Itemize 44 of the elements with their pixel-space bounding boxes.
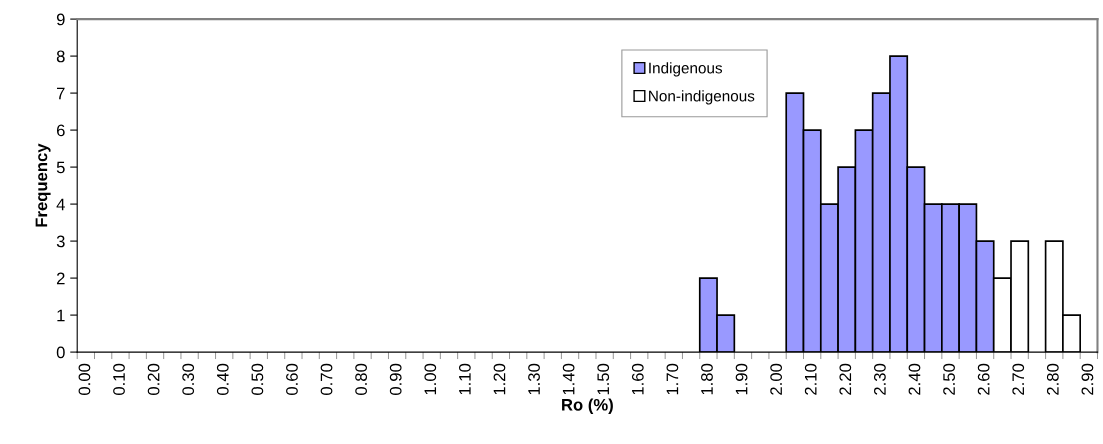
legend-label: Indigenous xyxy=(649,62,723,77)
x-tick-label: 1.00 xyxy=(424,363,437,395)
x-tick-label: 0.10 xyxy=(113,363,125,395)
y-tick-label: 0 xyxy=(56,346,65,359)
y-tick-label: 1 xyxy=(57,309,65,322)
x-tick-label: 2.00 xyxy=(770,363,783,395)
x-tick-label: 2.80 xyxy=(1046,363,1059,395)
y-axis-title: Frequency xyxy=(35,143,51,227)
y-tick-label: 3 xyxy=(56,235,65,248)
x-tick-label: 1.40 xyxy=(562,363,575,395)
y-tick-label: 8 xyxy=(56,50,65,63)
x-tick-label: 1.50 xyxy=(597,363,610,395)
x-tick-label: 1.60 xyxy=(631,363,644,395)
x-tick-label: 2.40 xyxy=(908,363,921,395)
x-tick-label: 2.70 xyxy=(1012,363,1025,395)
x-tick-label: 1.30 xyxy=(528,363,540,395)
x-tick-label: 0.70 xyxy=(320,363,333,395)
x-tick-label: 1.70 xyxy=(666,363,679,395)
x-tick-label: 0.80 xyxy=(355,363,368,395)
y-tick-label: 5 xyxy=(56,161,65,174)
x-tick-label: 1.10 xyxy=(458,363,471,395)
x-tick-label: 0.30 xyxy=(182,363,195,395)
y-tick-label: 4 xyxy=(56,198,65,211)
x-tick-label: 0.40 xyxy=(216,363,229,395)
x-tick-label: 2.30 xyxy=(874,363,886,395)
x-tick-label: 2.20 xyxy=(839,363,852,395)
x-axis-title: Ro (%) xyxy=(562,398,613,414)
x-tick-label: 0.60 xyxy=(286,363,298,395)
x-tick-label: 2.50 xyxy=(943,363,955,395)
x-tick-label: 0.50 xyxy=(251,363,264,395)
y-tick-label: 9 xyxy=(56,13,65,26)
x-tick-label: 0.90 xyxy=(389,363,402,395)
x-tick-label: 2.90 xyxy=(1081,363,1094,395)
x-tick-label: 2.60 xyxy=(977,363,990,395)
y-tick-label: 2 xyxy=(56,272,65,285)
y-tick-label: 7 xyxy=(56,87,65,100)
legend-label: Non-indigenous xyxy=(649,90,755,105)
x-tick-label: 1.80 xyxy=(701,363,713,395)
x-tick-label: 0.00 xyxy=(78,363,91,395)
y-tick-label: 6 xyxy=(56,124,65,137)
x-tick-label: 1.20 xyxy=(493,363,506,395)
x-tick-label: 1.90 xyxy=(735,363,748,395)
x-tick-label: 2.10 xyxy=(804,363,817,395)
x-tick-label: 0.20 xyxy=(147,363,160,395)
